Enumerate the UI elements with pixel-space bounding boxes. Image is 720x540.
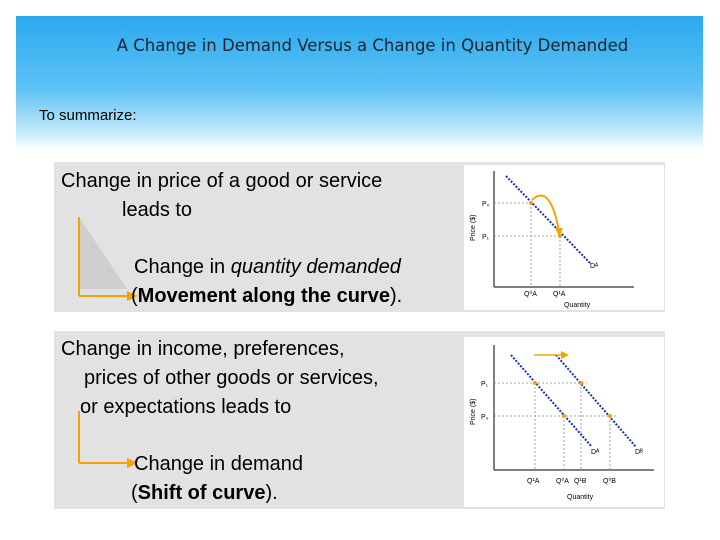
panel1-result-line2: (Movement along the curve). [131,285,403,307]
chart1-xlabel: Quantity [564,302,591,309]
panel2-line1: Change in income, preferences, [61,338,345,360]
chart1-p0-label: P₀ [482,201,490,208]
chart2-curve-a-label: Dᴬ [591,448,600,456]
slide-header-band [16,16,703,150]
chart1-ylabel: Price ($) [470,215,477,241]
chart2-p0-label: P₀ [481,414,489,421]
panel2-result-line2: (Shift of curve). [131,482,278,504]
panel2-line3: or expectations leads to [80,396,292,418]
panel1-result-line1: Change in quantity demanded [134,256,401,278]
movement-along-curve-chart: Price ($) Quantity P₀ P₁ Q⁰A Q¹A Dᴬ [464,165,664,310]
chart2-xlabel: Quantity [567,494,594,501]
chart1-q-right-label: Q¹A [553,291,566,298]
panel2-line2: prices of other goods or services, [84,367,379,389]
chart1-q-left-label: Q⁰A [524,290,537,298]
panel2-result-line1: Change in demand [134,453,304,475]
chart2-p1-label: P₁ [481,381,489,388]
slide-subtitle: To summarize: [39,107,137,124]
chart2-ylabel: Price ($) [470,399,477,425]
connector-arrow-icon [78,411,138,468]
panel1-line2: leads to [122,199,193,221]
summary-panel-shift: Change in income, preferences, prices of… [54,331,665,509]
chart2-q1-label: Q¹A [527,478,540,485]
chart2-q3-label: Q¹B [574,478,587,485]
chart1-p1-label: P₁ [482,234,490,241]
slide-title: A Change in Demand Versus a Change in Qu… [116,36,629,55]
panel1-line1: Change in price of a good or service [61,170,383,192]
chart2-q4-label: Q⁰B [603,477,616,485]
chart1-curve-label: Dᴬ [590,262,599,270]
chart2-q2-label: Q⁰A [556,477,569,485]
connector-arrow-icon [78,217,138,301]
shift-of-curve-chart: Price ($) Quantity P₁ P₀ Q¹A Q⁰A Q¹B Q⁰B… [464,337,664,507]
chart2-curve-b-label: Dᴮ [635,449,643,456]
summary-panel-price: Change in price of a good or service lea… [54,162,665,312]
